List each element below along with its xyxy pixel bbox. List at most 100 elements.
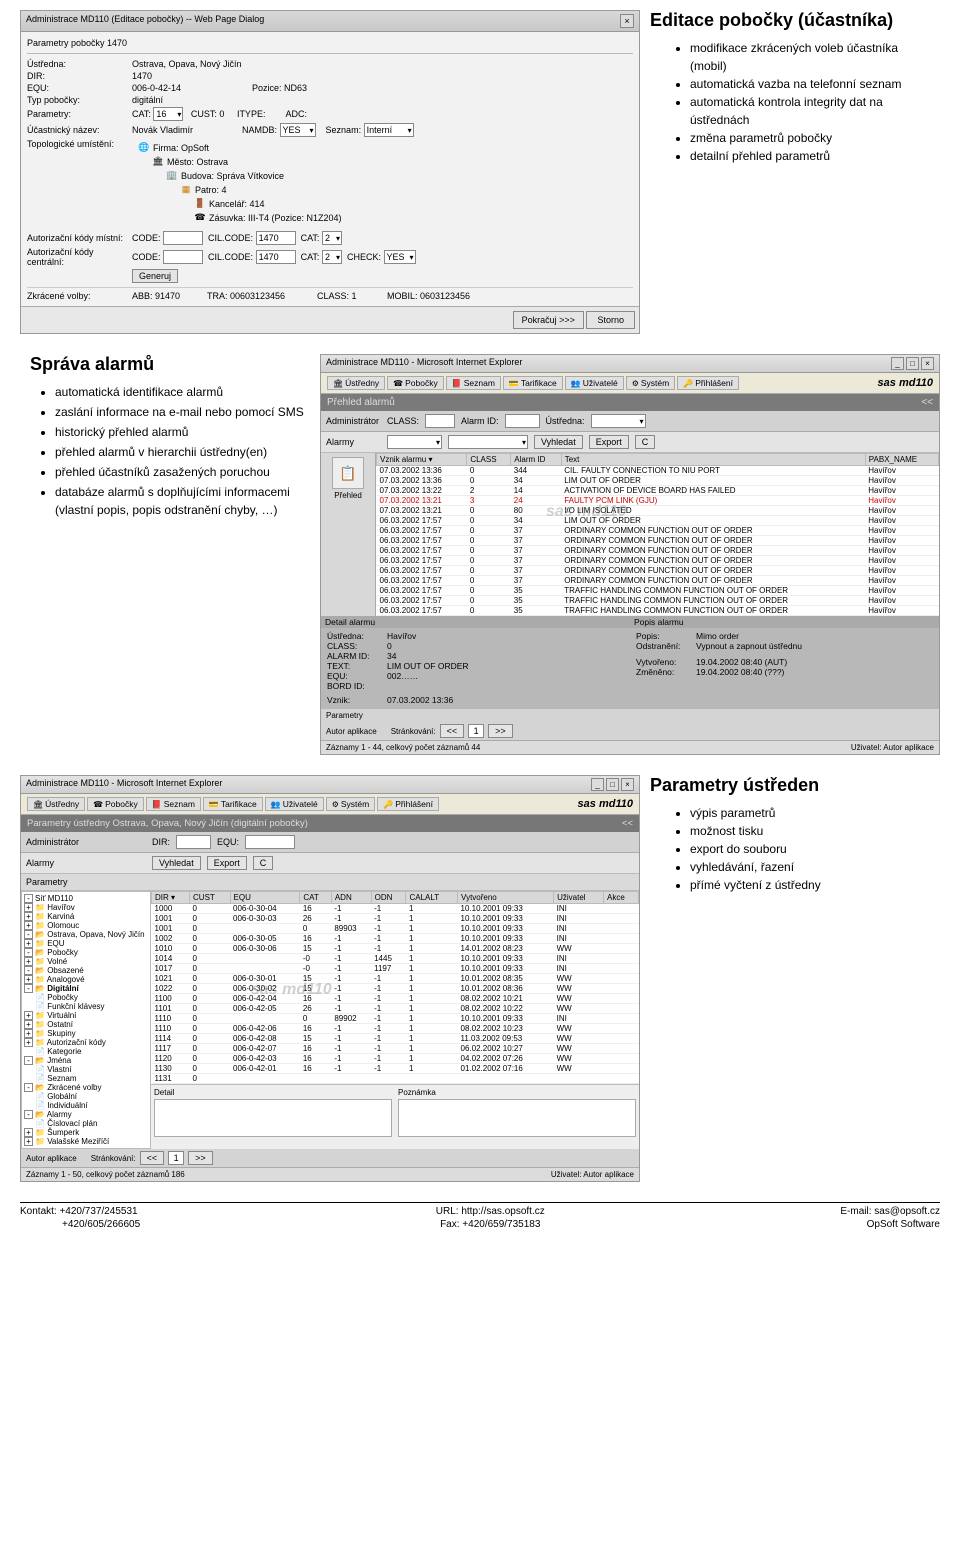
toolbar-tab[interactable]: 🔑Přihlášení <box>377 797 439 811</box>
next-button[interactable]: >> <box>488 724 513 738</box>
tree-node[interactable]: 🏢Budova: Správa Vítkovice <box>138 169 342 183</box>
input-namdb[interactable]: YES <box>280 123 316 137</box>
table-row[interactable]: 06.03.2002 17:57037ORDINARY COMMON FUNCT… <box>377 546 939 556</box>
input-kcat2[interactable]: 2 <box>322 250 342 264</box>
table-row[interactable]: 06.03.2002 17:57037ORDINARY COMMON FUNCT… <box>377 536 939 546</box>
detail-area[interactable] <box>154 1099 392 1137</box>
table-row[interactable]: 11200006-0-42-0316-1-1104.02.2002 07:26W… <box>152 1054 639 1064</box>
table-row[interactable]: 10020006-0-30-0516-1-1110.10.2001 09:33I… <box>152 934 639 944</box>
input-seznam[interactable]: Interní <box>364 123 414 137</box>
table-row[interactable]: 07.03.2002 13:21324FAULTY PCM LINK (GJU)… <box>377 496 939 506</box>
next-button[interactable]: >> <box>188 1151 213 1165</box>
poznamka-area[interactable] <box>398 1099 636 1137</box>
tree-node[interactable]: ☎Zásuvka: III-T4 (Pozice: N1Z204) <box>138 211 342 225</box>
export-button[interactable]: Export <box>589 435 629 449</box>
tree-node[interactable]: 📄 Kategorie <box>24 1047 148 1056</box>
tree-node[interactable]: 🏛Město: Ostrava <box>138 155 342 169</box>
table-row[interactable]: 11010006-0-42-0526-1-1108.02.2002 10:22W… <box>152 1004 639 1014</box>
close-icon[interactable]: × <box>621 778 634 791</box>
tree-node[interactable]: +📁 Autorizační kódy <box>24 1038 148 1047</box>
input-check[interactable]: YES <box>384 250 416 264</box>
table-row[interactable]: 06.03.2002 17:57037ORDINARY COMMON FUNCT… <box>377 566 939 576</box>
vyhledat-button[interactable]: Vyhledat <box>152 856 201 870</box>
toolbar-tab[interactable]: ☎Pobočky <box>387 376 444 390</box>
toolbar-tab[interactable]: 👥Uživatelé <box>265 797 324 811</box>
table-row[interactable]: 10170-0-11197110.10.2001 09:33INI <box>152 964 639 974</box>
tree-node[interactable]: -📂 Zkrácené volby <box>24 1083 148 1092</box>
table-row[interactable]: 11140006-0-42-0815-1-1111.03.2002 09:53W… <box>152 1034 639 1044</box>
tree-node[interactable]: -📂 Ostrava, Opava, Nový Jičín <box>24 930 148 939</box>
collapse-button[interactable]: << <box>921 397 933 408</box>
export-button[interactable]: Export <box>207 856 247 870</box>
tree-node[interactable]: +📁 Olomouc <box>24 921 148 930</box>
toolbar-tab[interactable]: 💳Tarifikace <box>503 376 563 390</box>
minimize-icon[interactable]: _ <box>591 778 604 791</box>
maximize-icon[interactable]: □ <box>906 357 919 370</box>
page-input[interactable]: 1 <box>468 724 484 738</box>
table-row[interactable]: 06.03.2002 17:57035TRAFFIC HANDLING COMM… <box>377 586 939 596</box>
input-equ[interactable] <box>245 835 295 849</box>
table-row[interactable]: 06.03.2002 17:57035TRAFFIC HANDLING COMM… <box>377 606 939 616</box>
tree-node[interactable]: -📂 Digitální <box>24 984 148 993</box>
toolbar-tab[interactable]: 🏛Ústředny <box>27 797 85 811</box>
toolbar-tab[interactable]: 🔑Přihlášení <box>677 376 739 390</box>
table-row[interactable]: 10010089903-1110.10.2001 09:33INI <box>152 924 639 934</box>
params-table[interactable]: DIR ▾CUSTEQUCATADNODNCALALTVytvořenoUživ… <box>151 891 639 1084</box>
tree-node[interactable]: 📄 Seznam <box>24 1074 148 1083</box>
tree-node[interactable]: -📂 Obsazené <box>24 966 148 975</box>
minimize-icon[interactable]: _ <box>891 357 904 370</box>
close-icon[interactable]: × <box>921 357 934 370</box>
toolbar-tab[interactable]: 📕Seznam <box>446 376 501 390</box>
close-icon[interactable]: × <box>620 14 634 28</box>
tree-node[interactable]: 🌐Firma: OpSoft <box>138 141 342 155</box>
tree-node[interactable]: ▦Patro: 4 <box>138 183 342 197</box>
input-cilc1[interactable]: 1470 <box>256 231 296 245</box>
generuj-button[interactable]: Generuj <box>132 269 178 283</box>
prev-button[interactable]: << <box>440 724 465 738</box>
table-row[interactable]: 11300006-0-42-0116-1-1101.02.2002 07:16W… <box>152 1064 639 1074</box>
alarms-table[interactable]: Vznik alarmu ▾CLASSAlarm IDTextPABX_NAME… <box>376 453 939 616</box>
toolbar-tab[interactable]: ⚙Systém <box>326 797 376 811</box>
table-row[interactable]: 07.03.2002 13:22214ACTIVATION OF DEVICE … <box>377 486 939 496</box>
tree-node[interactable]: 🚪Kancelář: 414 <box>138 197 342 211</box>
table-row[interactable]: 10140-0-11445110.10.2001 09:33INI <box>152 954 639 964</box>
toolbar-tab[interactable]: 📕Seznam <box>146 797 201 811</box>
pokracuj-button[interactable]: Pokračuj >>> <box>513 311 584 329</box>
table-row[interactable]: 06.03.2002 17:57035TRAFFIC HANDLING COMM… <box>377 596 939 606</box>
tree-node[interactable]: -Síť MD110 <box>24 894 148 903</box>
tree-node[interactable]: +📁 Skupiny <box>24 1029 148 1038</box>
table-row[interactable]: 06.03.2002 17:57037ORDINARY COMMON FUNCT… <box>377 526 939 536</box>
input-f2[interactable] <box>448 435 528 449</box>
tree-node[interactable]: +📁 Virtuální <box>24 1011 148 1020</box>
tree-node[interactable]: +📁 Analogové <box>24 975 148 984</box>
vyhledat-button[interactable]: Vyhledat <box>534 435 583 449</box>
input-cat[interactable]: 16 <box>153 107 183 121</box>
tree-node[interactable]: 📄 Funkční klávesy <box>24 1002 148 1011</box>
toolbar-tab[interactable]: ⚙Systém <box>626 376 676 390</box>
table-row[interactable]: 11000006-0-42-0416-1-1108.02.2002 10:21W… <box>152 994 639 1004</box>
table-row[interactable]: 11100089902-1110.10.2001 09:33INI <box>152 1014 639 1024</box>
table-row[interactable]: 07.03.2002 13:21080I/O LIM ISOLATEDHavíř… <box>377 506 939 516</box>
table-row[interactable]: 07.03.2002 13:36034LIM OUT OF ORDERHavíř… <box>377 476 939 486</box>
table-row[interactable]: 10000006-0-30-0416-1-1110.10.2001 09:33I… <box>152 904 639 914</box>
table-row[interactable]: 10010006-0-30-0326-1-1110.10.2001 09:33I… <box>152 914 639 924</box>
c-button[interactable]: C <box>635 435 656 449</box>
toolbar-tab[interactable]: 💳Tarifikace <box>203 797 263 811</box>
tree-node[interactable]: 📄 Globální <box>24 1092 148 1101</box>
input-class[interactable] <box>425 414 455 428</box>
tree-node[interactable]: -📂 Alarmy <box>24 1110 148 1119</box>
tree-node[interactable]: +📁 Volné <box>24 957 148 966</box>
input-codec[interactable] <box>163 250 203 264</box>
table-row[interactable]: 11100006-0-42-0616-1-1108.02.2002 10:23W… <box>152 1024 639 1034</box>
tree-node[interactable]: -📂 Pobočky <box>24 948 148 957</box>
tree-node[interactable]: -📂 Jména <box>24 1056 148 1065</box>
table-row[interactable]: 11310 <box>152 1074 639 1084</box>
table-row[interactable]: 10100006-0-30-0615-1-1114.01.2002 08:23W… <box>152 944 639 954</box>
c-button[interactable]: C <box>253 856 274 870</box>
input-ustredna[interactable] <box>591 414 646 428</box>
tree-node[interactable]: 📄 Individuální <box>24 1101 148 1110</box>
tree-node[interactable]: +📁 Havířov <box>24 903 148 912</box>
toolbar-tab[interactable]: 🏛Ústředny <box>327 376 385 390</box>
toolbar-tab[interactable]: 👥Uživatelé <box>565 376 624 390</box>
table-row[interactable]: 11170006-0-42-0716-1-1106.02.2002 10:27W… <box>152 1044 639 1054</box>
